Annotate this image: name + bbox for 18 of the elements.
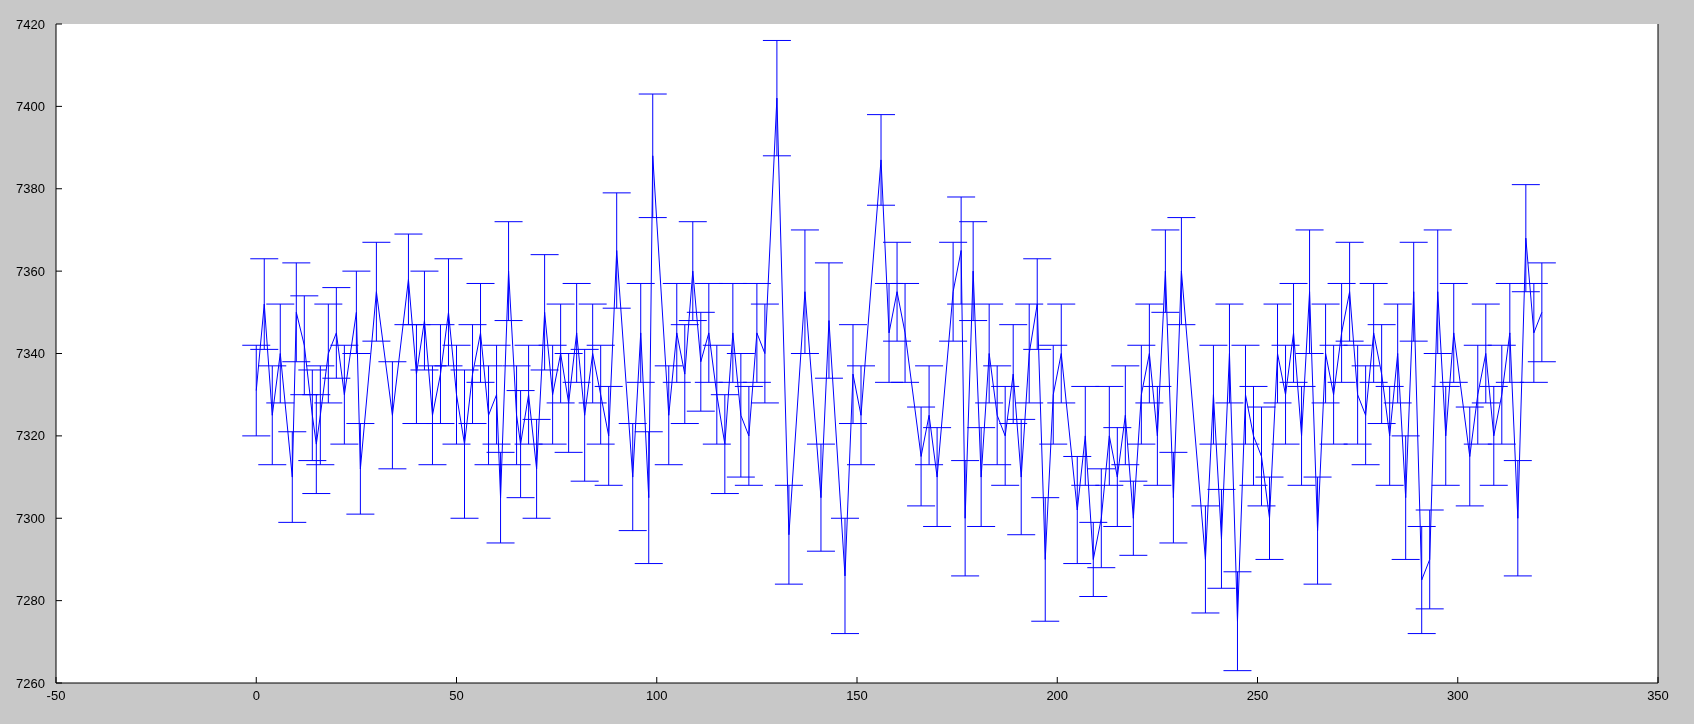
x-tick-label: 300 — [1446, 688, 1469, 704]
y-tick-label: 7360 — [16, 263, 45, 279]
x-tick-label: 350 — [1647, 688, 1669, 704]
y-tick-label: 7400 — [16, 98, 45, 114]
x-tick-label: 250 — [1246, 688, 1269, 704]
x-tick-label: 150 — [846, 688, 868, 704]
y-tick-label: 7320 — [16, 428, 45, 444]
y-tick-label: 7340 — [16, 346, 45, 362]
y-tick-label: 7260 — [16, 675, 45, 691]
y-tick-label: 7380 — [16, 181, 45, 197]
y-tick-label: 7420 — [16, 16, 45, 32]
x-tick-label: -50 — [46, 688, 66, 704]
x-tick-label: 0 — [252, 688, 260, 704]
x-tick-label: 50 — [449, 688, 464, 704]
y-tick-label: 7280 — [16, 593, 45, 609]
x-tick-label: 100 — [645, 688, 668, 704]
x-tick-label: 200 — [1046, 688, 1069, 704]
y-tick-label: 7300 — [16, 510, 45, 526]
